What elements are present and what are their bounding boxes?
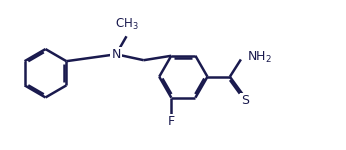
Text: F: F [168,115,175,128]
Text: NH$_2$: NH$_2$ [247,50,272,65]
Text: CH$_3$: CH$_3$ [115,17,139,32]
Text: N: N [111,48,121,61]
Text: S: S [241,94,249,107]
